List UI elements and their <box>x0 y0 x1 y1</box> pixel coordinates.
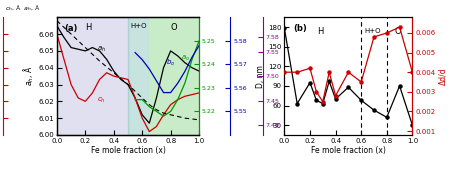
Bar <box>128 17 149 135</box>
Y-axis label: $a_h$, Å: $a_h$, Å <box>21 66 36 86</box>
Text: $a_o$: $a_o$ <box>181 54 190 63</box>
Text: $c_h$: $c_h$ <box>97 95 105 104</box>
X-axis label: Fe mole fraction (x): Fe mole fraction (x) <box>91 147 165 156</box>
Y-axis label: D, nm: D, nm <box>256 65 265 88</box>
Text: (a): (a) <box>64 24 77 33</box>
Text: $a_h$: $a_h$ <box>97 45 106 54</box>
Bar <box>57 17 128 135</box>
Text: $c_o$: $c_o$ <box>0 172 1 173</box>
Text: O: O <box>170 23 177 32</box>
Text: H+O: H+O <box>130 23 147 29</box>
Bar <box>149 17 199 135</box>
Text: H: H <box>317 27 323 36</box>
Text: O: O <box>395 27 401 36</box>
X-axis label: Fe mole fraction (x): Fe mole fraction (x) <box>311 147 386 156</box>
Text: H+O: H+O <box>365 28 381 34</box>
Y-axis label: Δd/d: Δd/d <box>438 67 447 85</box>
Text: $b_o$: $b_o$ <box>166 57 175 67</box>
Text: (b): (b) <box>293 24 307 33</box>
Text: $c_h$, Å  $a_h$, Å: $c_h$, Å $a_h$, Å <box>5 3 40 13</box>
Text: H: H <box>85 23 91 32</box>
Bar <box>128 17 149 135</box>
